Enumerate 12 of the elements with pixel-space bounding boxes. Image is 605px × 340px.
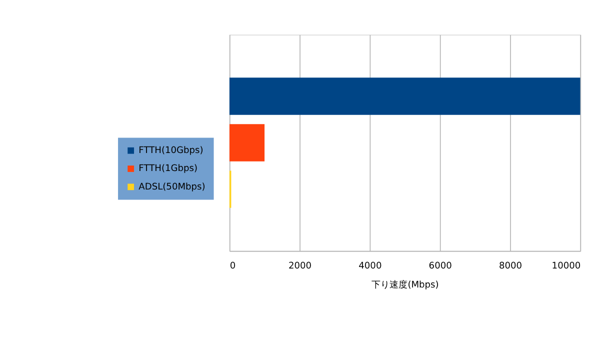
x-tick-label: 4000	[358, 262, 382, 272]
x-tick-label: 6000	[428, 262, 452, 272]
bar	[229, 78, 580, 115]
x-tick-label: 2000	[288, 262, 312, 272]
x-tick-label: 0	[230, 262, 236, 272]
legend-label: FTTH(10Gbps)	[138, 146, 204, 156]
x-tick-label: 10000	[552, 262, 581, 272]
legend-label: ADSL(50Mbps)	[138, 182, 206, 192]
x-tick-label: 8000	[498, 262, 522, 272]
legend-label: FTTH(1Gbps)	[138, 164, 198, 174]
x-axis-title: 下り速度(Mbps)	[372, 280, 439, 291]
bar	[229, 124, 265, 162]
